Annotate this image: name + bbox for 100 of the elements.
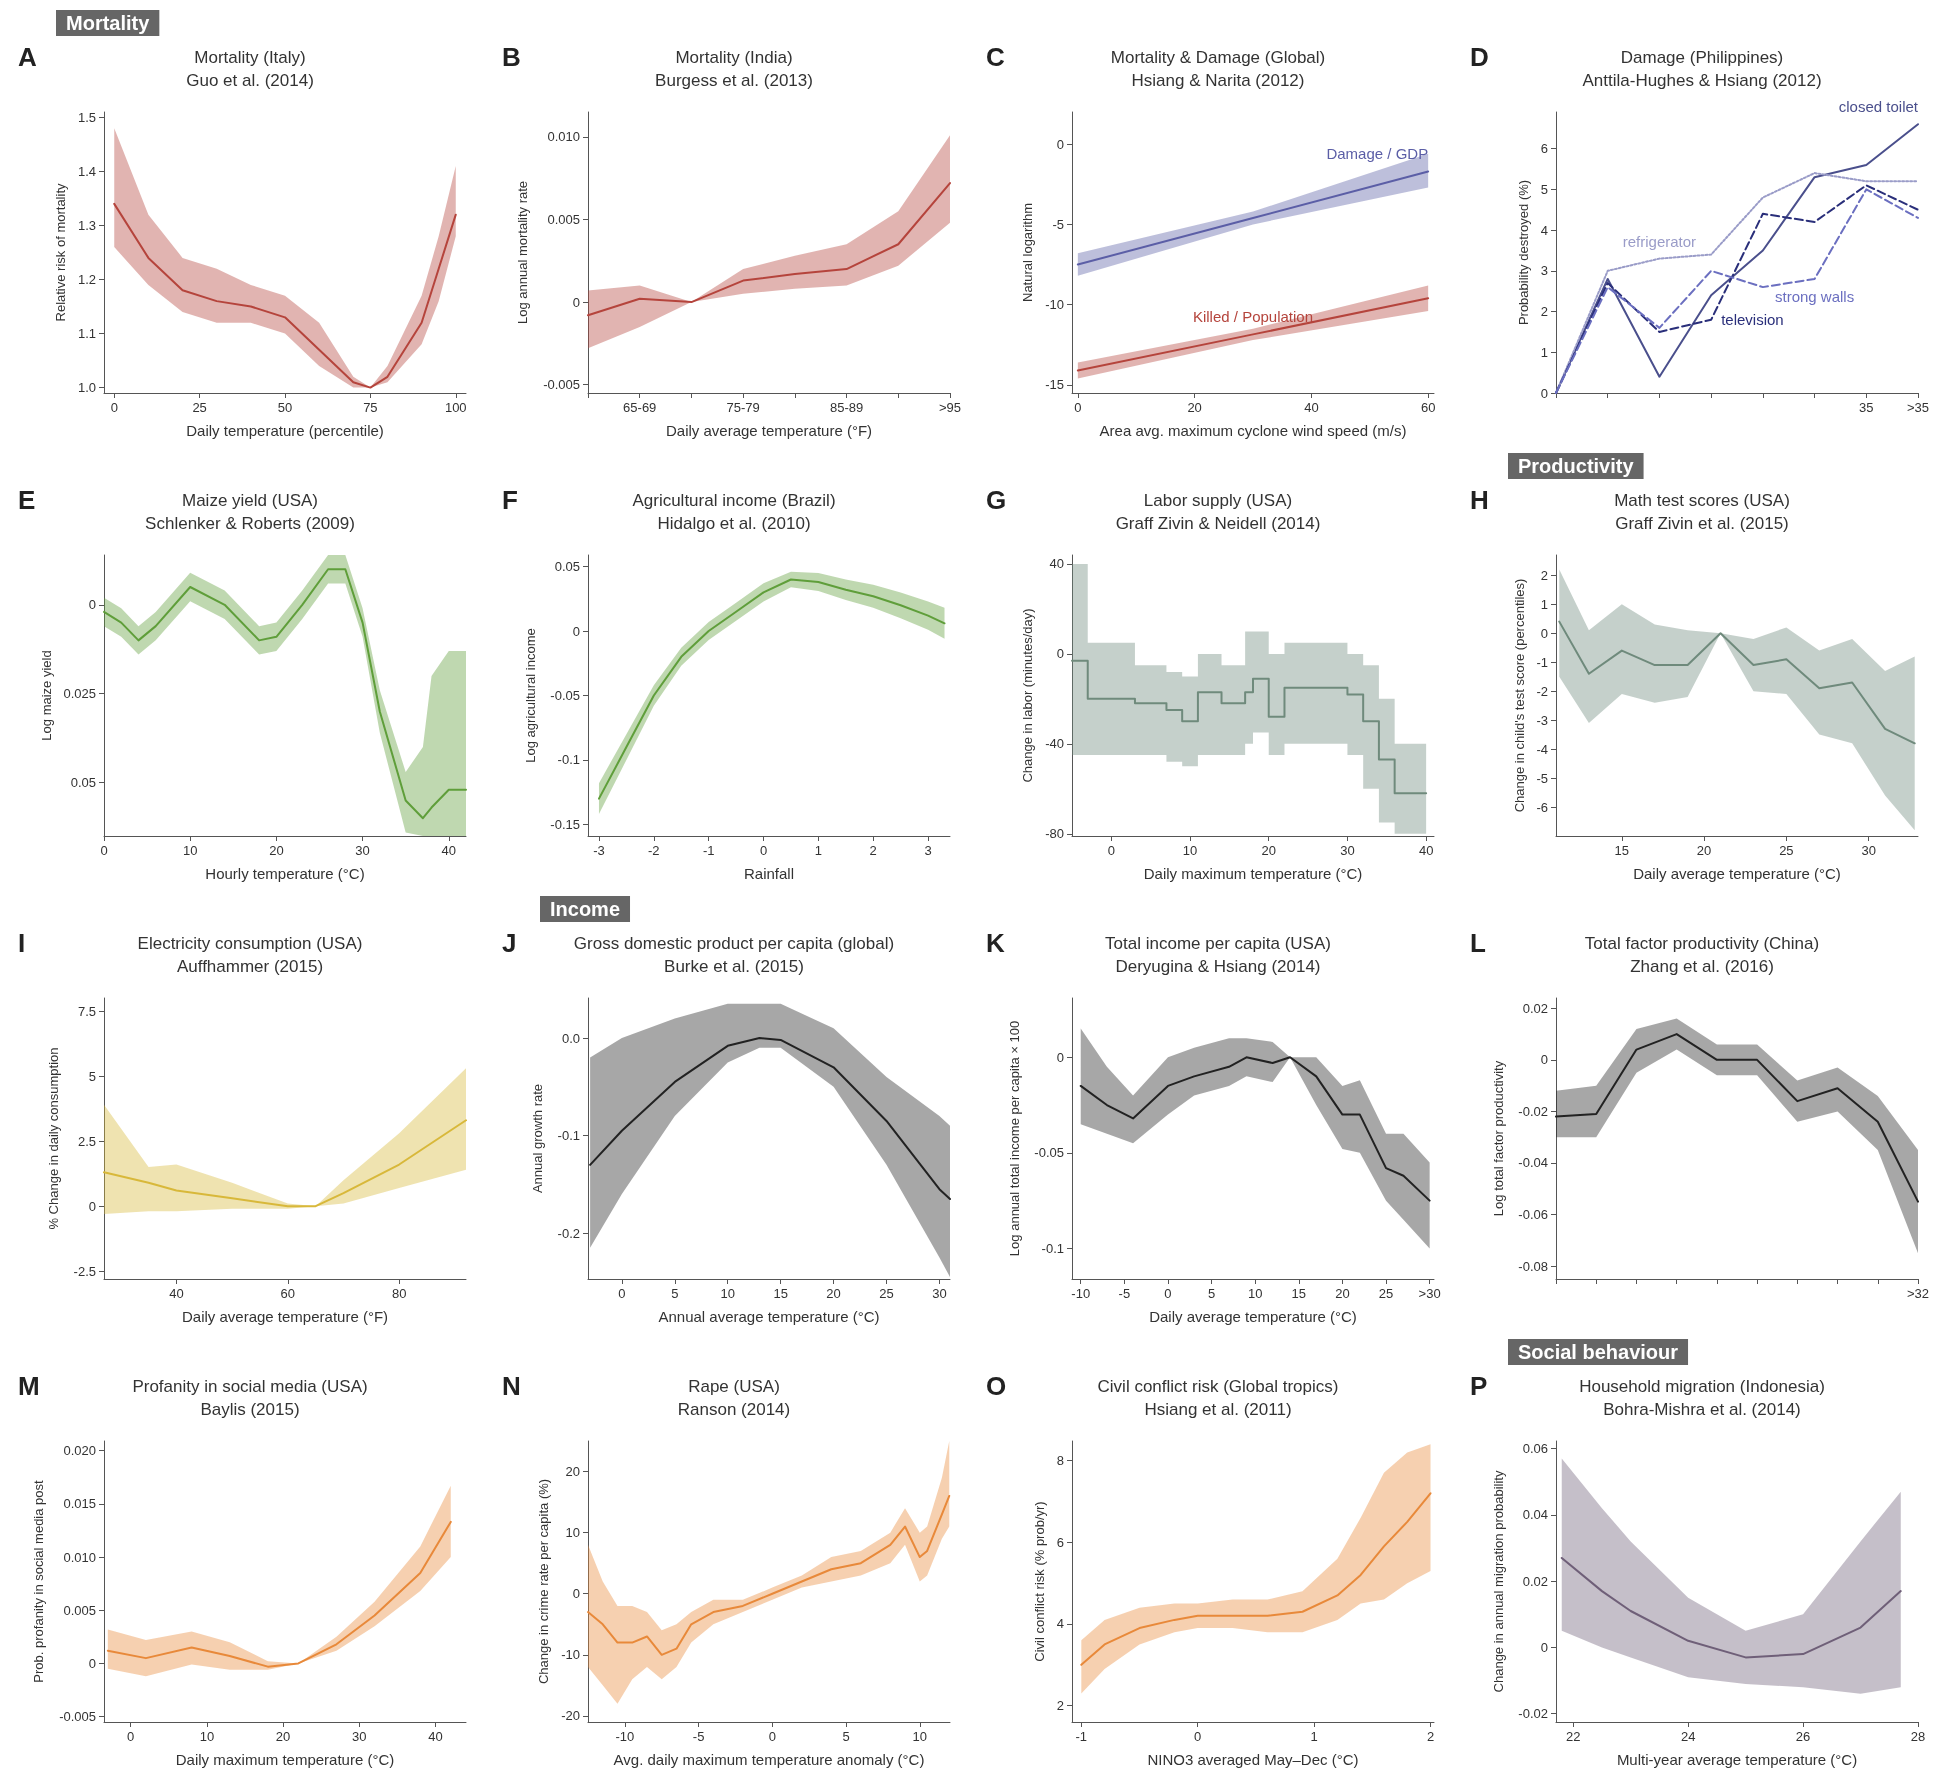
y-tick-label: 0 — [1056, 1049, 1064, 1065]
line-series — [113, 202, 457, 389]
y-tick-label: 0.06 — [1522, 1441, 1548, 1457]
y-tick-label: -5 — [1536, 770, 1548, 786]
x-tick-label: 10 — [182, 843, 198, 858]
chart-title: Labor supply (USA) — [1143, 491, 1293, 510]
y-tick-label: 20 — [565, 1464, 580, 1480]
series-label: refrigerator — [1622, 232, 1697, 250]
chart-subtitle: Baylis (2015) — [200, 1400, 300, 1419]
y-tick-label: 0.020 — [63, 1443, 96, 1459]
x-tick-label: 75 — [363, 400, 378, 415]
y-tick-label: 1.2 — [77, 272, 96, 288]
x-axis-title: Daily average temperature (°C) — [1633, 865, 1841, 882]
chart-title: Electricity consumption (USA) — [137, 934, 363, 953]
y-tick-label: -80 — [1045, 826, 1064, 842]
x-tick-label: 25 — [1378, 1286, 1394, 1301]
chart-title: Rape (USA) — [688, 1377, 780, 1396]
x-axis-title: Daily maximum temperature (°C) — [1143, 865, 1363, 882]
y-tick-label: 2.5 — [77, 1133, 96, 1149]
y-tick-label: 4 — [1056, 1616, 1064, 1632]
x-tick-label: 2 — [1426, 1729, 1435, 1744]
y-tick-label: -10 — [1045, 297, 1064, 313]
chart-title: Mortality (Italy) — [194, 48, 306, 67]
line-series — [1079, 1056, 1431, 1202]
chart-title: Damage (Philippines) — [1620, 48, 1784, 67]
x-tick-label: 40 — [1418, 843, 1434, 858]
x-tick-label: 30 — [932, 1286, 947, 1301]
y-tick-label: -5 — [1052, 216, 1064, 232]
y-tick-label: 2 — [1540, 304, 1548, 320]
chart-subtitle: Schlenker & Roberts (2009) — [145, 514, 355, 533]
chart-title: Maize yield (USA) — [181, 491, 319, 510]
y-tick-label: -0.08 — [1518, 1258, 1548, 1274]
chart-subtitle: Hidalgo et al. (2010) — [657, 514, 811, 533]
y-tick-label: -20 — [561, 1708, 580, 1724]
chart-title: Mortality & Damage (Global) — [1110, 48, 1326, 67]
x-tick-label: 85-89 — [829, 400, 864, 415]
text: H — [1470, 485, 1489, 515]
y-tick-label: 0 — [1540, 625, 1548, 641]
text: D — [1470, 42, 1489, 72]
chart-subtitle: Graff Zivin et al. (2015) — [1615, 514, 1789, 533]
y-tick-label: 6 — [1540, 141, 1548, 157]
x-axis-title: Daily temperature (percentile) — [186, 422, 384, 439]
x-tick-label: -10 — [615, 1729, 635, 1744]
chart-subtitle: Deryugina & Hsiang (2014) — [1115, 957, 1321, 976]
y-tick-label: 0.010 — [547, 129, 580, 145]
y-tick-label: -0.005 — [59, 1709, 96, 1725]
y-tick-label: 5 — [1540, 181, 1548, 197]
x-tick-label: >32 — [1906, 1286, 1930, 1301]
x-tick-label: 1 — [814, 843, 822, 858]
y-tick-label: 0.04 — [1522, 1507, 1548, 1523]
x-tick-label: 20 — [1696, 843, 1712, 858]
x-tick-label: 5 — [1207, 1286, 1216, 1301]
y-tick-label: -0.15 — [550, 816, 580, 832]
line-series — [587, 182, 951, 317]
y-tick-label: 1 — [1540, 596, 1548, 612]
y-axis-title: Log maize yield — [38, 650, 54, 741]
text: L — [1470, 928, 1486, 958]
x-tick-label: 75-79 — [726, 400, 760, 415]
y-tick-label: -0.05 — [1034, 1145, 1064, 1161]
y-tick-label: -4 — [1536, 741, 1548, 757]
x-tick-label: 40 — [428, 1729, 443, 1744]
chart-title: Profanity in social media (USA) — [132, 1377, 368, 1396]
y-tick-label: 8 — [1056, 1453, 1064, 1469]
y-tick-label: 0.005 — [547, 211, 580, 227]
text: I — [18, 928, 26, 958]
y-tick-label: -2 — [1536, 683, 1548, 699]
x-tick-label: 20 — [1261, 843, 1276, 858]
text: A — [18, 42, 37, 72]
x-tick-label: 0 — [768, 1729, 776, 1744]
x-tick-label: 40 — [441, 843, 456, 858]
y-tick-label: -0.005 — [543, 377, 580, 393]
y-tick-label: -0.1 — [557, 1128, 580, 1144]
x-tick-label: 15 — [1291, 1286, 1307, 1301]
chart-subtitle: Zhang et al. (2016) — [1630, 957, 1774, 976]
text: O — [986, 1371, 1007, 1401]
text: Productivity — [1518, 455, 1635, 477]
chart-subtitle: Hsiang et al. (2011) — [1144, 1400, 1292, 1419]
x-axis-title: Daily average temperature (°C) — [1149, 1308, 1357, 1325]
x-tick-label: 2 — [869, 843, 877, 858]
y-axis-title: Change in labor (minutes/day) — [1020, 608, 1036, 783]
x-tick-label: 10 — [1247, 1286, 1263, 1301]
y-axis-title: % Change in daily consumption — [46, 1047, 61, 1230]
line-series — [106, 1520, 452, 1668]
y-tick-label: -10 — [561, 1647, 580, 1663]
y-tick-label: 0.025 — [63, 686, 96, 702]
y-axis-title: Change in child's test score (percentiles) — [1511, 578, 1527, 813]
line-series — [103, 1119, 467, 1208]
x-axis-title: Avg. daily maximum temperature anomaly (°C) — [613, 1751, 925, 1768]
x-tick-label: 60 — [1420, 400, 1436, 415]
y-tick-label: 1.1 — [77, 326, 96, 342]
x-axis-title: Annual average temperature (°C) — [658, 1308, 880, 1325]
text: E — [18, 485, 36, 515]
text: Social behaviour — [1518, 1341, 1679, 1363]
x-tick-label: 30 — [352, 1729, 367, 1744]
y-tick-label: 1 — [1540, 344, 1548, 360]
y-tick-label: 0.02 — [1522, 1573, 1548, 1589]
y-tick-label: 1.3 — [77, 217, 96, 233]
chart-title: Mortality (India) — [675, 48, 793, 67]
y-tick-label: -0.05 — [550, 688, 580, 703]
y-tick-label: 10 — [565, 1525, 580, 1541]
